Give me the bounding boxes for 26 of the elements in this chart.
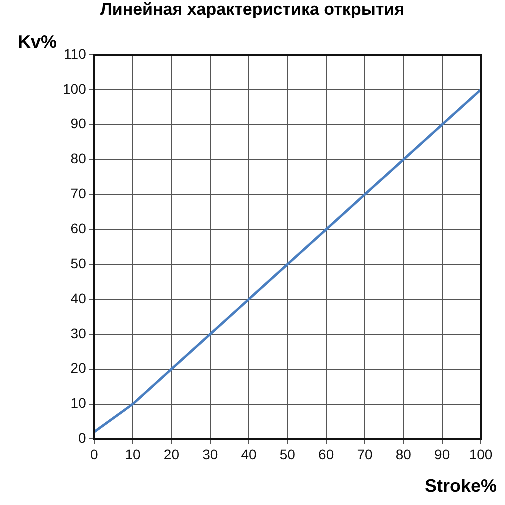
x-tick-label: 90 (434, 446, 450, 462)
x-tick-label: 40 (241, 446, 258, 462)
y-tick-label: 40 (70, 290, 87, 306)
x-tick-label: 50 (280, 446, 296, 462)
y-tick-label: 10 (70, 395, 87, 412)
y-tick-label: 30 (70, 325, 87, 342)
x-tick-label: 10 (125, 446, 142, 462)
y-tick-label: 110 (64, 46, 87, 62)
x-tick-label: 20 (164, 446, 180, 462)
y-tick-label: 60 (70, 220, 87, 236)
x-tick-label: 0 (90, 446, 98, 462)
y-axis-title: Kv% (18, 32, 58, 53)
x-tick-label: 60 (318, 446, 334, 462)
y-tick-label: 80 (70, 150, 87, 167)
y-tick-label: 100 (63, 80, 87, 97)
y-tick-label: 70 (70, 186, 87, 202)
y-tick-label: 90 (70, 116, 87, 132)
x-tick-label: 70 (357, 446, 374, 462)
y-tick-label: 50 (70, 255, 87, 272)
chart-title: Линейная характеристика открытия (99, 0, 406, 20)
y-tick-label: 0 (78, 430, 87, 446)
x-tick-label: 100 (469, 446, 493, 462)
x-axis-title: Stroke% (424, 476, 497, 497)
x-tick-label: 80 (396, 446, 412, 462)
x-tick-label: 30 (202, 446, 218, 462)
y-tick-label: 20 (70, 360, 87, 376)
